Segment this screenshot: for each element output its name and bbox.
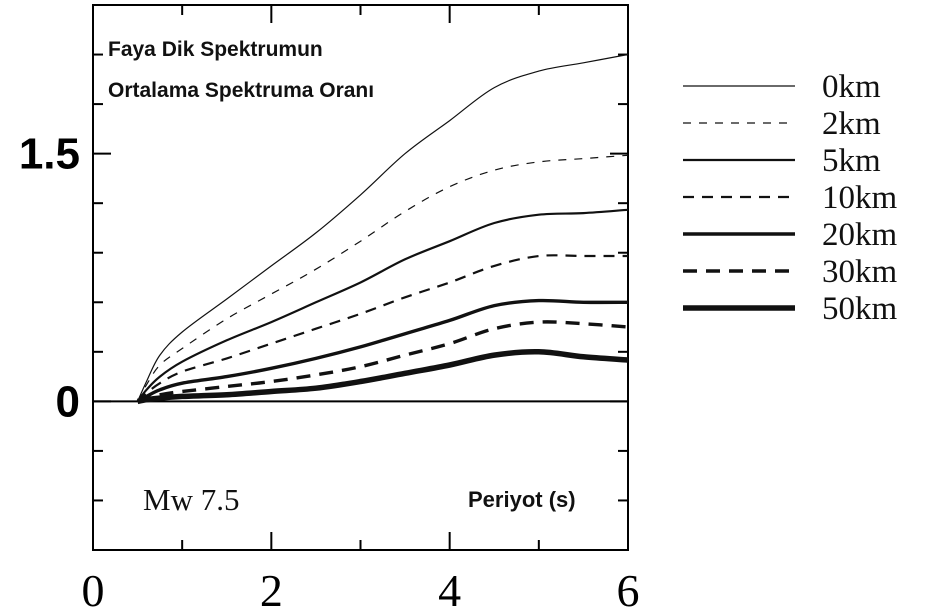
series-line-0km [137, 53, 629, 402]
series-line-30km [136, 320, 629, 403]
legend-label-0km: 0km [822, 69, 881, 105]
series-line-10km [136, 254, 628, 403]
x-tick-label: 6 [617, 565, 640, 612]
series-lines [136, 53, 629, 405]
x-tick-label: 0 [82, 565, 105, 612]
legend-label-30km: 30km [822, 254, 898, 290]
legend-label-2km: 2km [822, 106, 881, 142]
legend-label-10km: 10km [822, 180, 898, 216]
series-line-2km [137, 154, 629, 402]
chart-title-line-1: Faya Dik Spektrumun [108, 38, 323, 61]
axis-ticks [92, 5, 629, 550]
legend-label-5km: 5km [822, 143, 881, 179]
chart-title-line-2: Ortalama Spektruma Oranı [108, 79, 374, 102]
tick-labels: 0 2 4 6 0 1.5 [19, 130, 640, 612]
series-line-20km [136, 298, 629, 403]
series-line-5km [136, 208, 629, 403]
legend-label-50km: 50km [822, 291, 898, 327]
y-tick-label: 1.5 [19, 130, 80, 179]
series-line-50km [137, 349, 629, 405]
x-tick-label: 4 [438, 565, 461, 612]
legend-label-20km: 20km [822, 217, 898, 253]
x-axis-label: Periyot (s) [468, 487, 576, 512]
magnitude-annotation: Mw 7.5 [143, 482, 239, 517]
y-tick-label: 0 [56, 377, 80, 426]
x-tick-label: 2 [260, 565, 283, 612]
